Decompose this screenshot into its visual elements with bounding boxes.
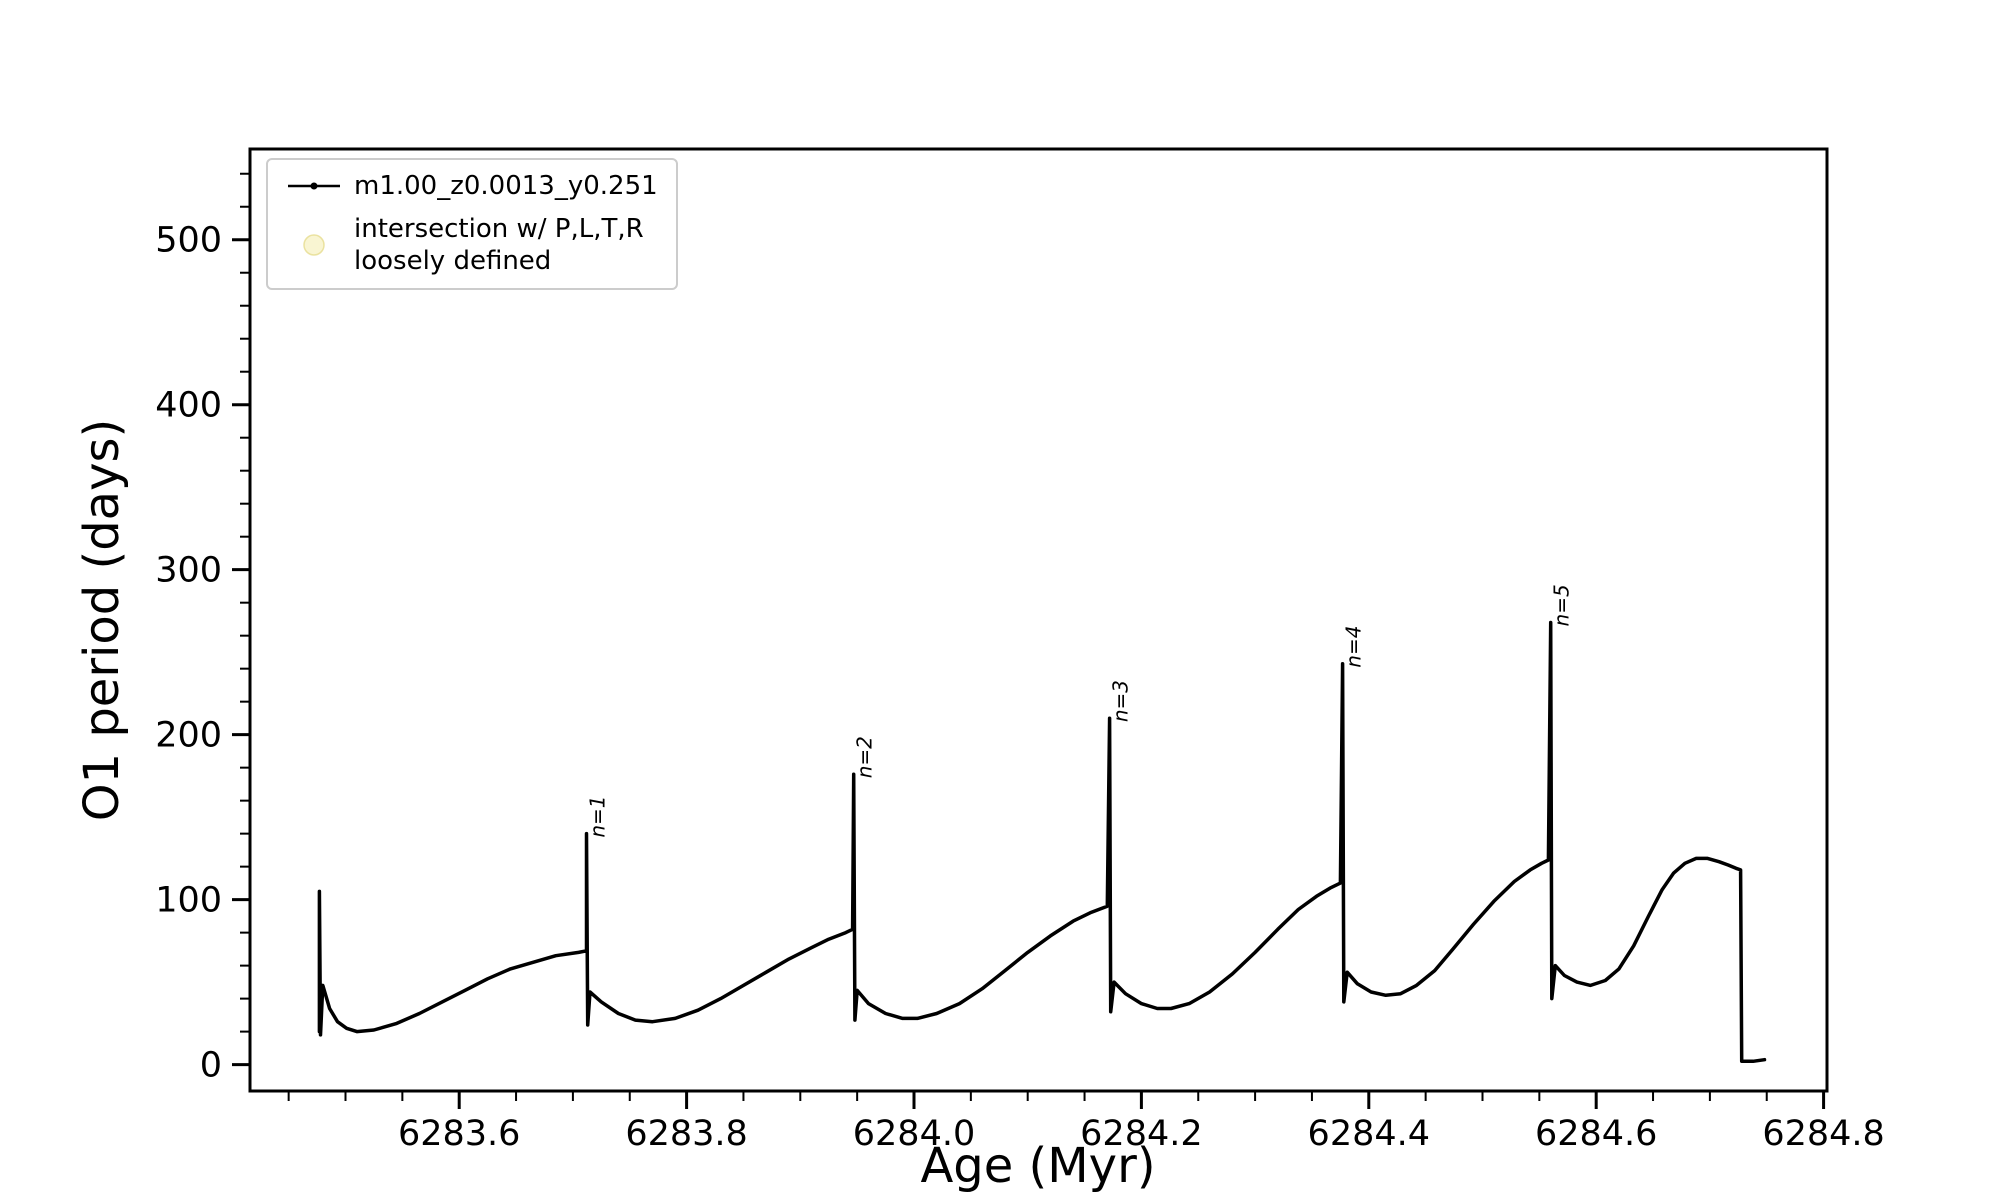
y-tick-label: 200 [155,716,222,756]
legend: m1.00_z0.0013_y0.251 intersection w/ P,L,… [266,158,678,290]
x-axis-label: Age (Myr) [920,1138,1155,1194]
y-tick-label: 100 [155,881,222,921]
x-tick-label: 6284.4 [1308,1114,1430,1154]
legend-entry-0: m1.00_z0.0013_y0.251 [286,170,658,203]
x-tick-label: 6284.8 [1762,1114,1884,1154]
x-tick-label: 6283.6 [398,1114,520,1154]
legend-label-0: m1.00_z0.0013_y0.251 [354,171,658,201]
spike-label-n1: n=1 [586,795,610,837]
y-tick-label: 400 [155,386,222,426]
y-tick-label: 300 [155,551,222,591]
plot-border [248,147,1829,1093]
circle-marker-icon [286,230,342,260]
spike-label-n5: n=5 [1550,584,1574,626]
legend-entry-1: intersection w/ P,L,T,R loosely defined [286,213,658,278]
x-tick-label: 6284.0 [853,1114,975,1154]
y-axis-label: O1 period (days) [74,419,130,822]
spike-label-n4: n=4 [1342,626,1366,668]
spike-label-n2: n=2 [853,736,877,778]
spike-label-n3: n=3 [1109,680,1133,722]
data-curve [317,620,1767,1064]
x-tick-label: 6284.6 [1535,1114,1657,1154]
line-dot-marker-icon [286,173,342,199]
x-axis: 6283.6 6283.8 6284.0 6284.2 6284.4 6284.6 6284… [287,1091,1885,1154]
legend-label-1: intersection w/ P,L,T,R loosely defined [354,213,644,277]
y-tick-label: 0 [200,1046,222,1086]
x-tick-label: 6284.2 [1080,1114,1202,1154]
y-tick-label: 500 [155,221,222,261]
y-axis: 0 100 200 300 400 500 [155,172,250,1086]
x-tick-label: 6283.8 [625,1114,747,1154]
